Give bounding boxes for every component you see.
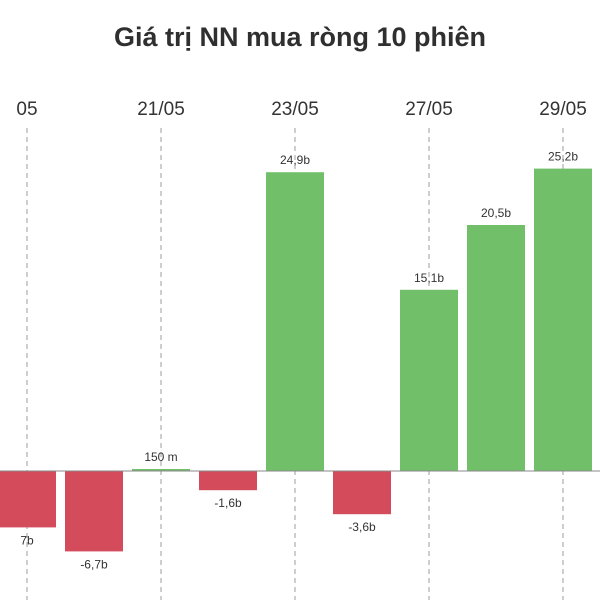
data-label: 7b bbox=[20, 533, 34, 547]
data-label: 25,2b bbox=[548, 150, 578, 164]
x-tick-label: 27/05 bbox=[405, 99, 453, 120]
bar bbox=[266, 172, 324, 471]
data-label: 15,1b bbox=[414, 271, 444, 285]
data-label: 150 m bbox=[144, 450, 177, 464]
data-label: 20,5b bbox=[481, 206, 511, 220]
chart-title: Giá trị NN mua ròng 10 phiên bbox=[113, 22, 487, 52]
x-tick-label: 21/05 bbox=[137, 99, 185, 120]
data-label: -6,7b bbox=[80, 557, 108, 571]
data-label: -1,6b bbox=[214, 496, 242, 510]
bar bbox=[0, 471, 56, 528]
bar bbox=[199, 471, 257, 491]
x-tick-label: 29/05 bbox=[539, 99, 587, 120]
x-tick-label: 23/05 bbox=[271, 99, 319, 120]
data-label: -3,6b bbox=[348, 520, 376, 534]
bar bbox=[65, 471, 123, 552]
bar bbox=[534, 168, 592, 471]
bar bbox=[400, 289, 458, 471]
data-label: 24,9b bbox=[280, 153, 310, 167]
bar bbox=[132, 469, 190, 471]
x-tick-label: 05 bbox=[16, 99, 37, 120]
bar bbox=[467, 225, 525, 471]
bar bbox=[333, 471, 391, 515]
